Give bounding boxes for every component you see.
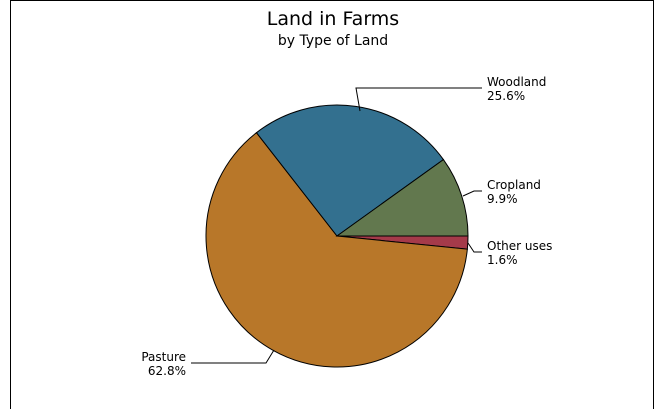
pie-slice-woodland [255,104,445,237]
pie-slice-cropland [335,158,469,237]
slice-percent-cropland: 9.9% [487,192,518,206]
slice-percent-other-uses: 1.6% [487,253,518,267]
chart-frame [10,0,654,409]
leader-line-other-uses [467,242,482,253]
slice-label-other-uses: Other uses [487,239,552,253]
leader-line-woodland [355,87,482,112]
leader-line-cropland [462,190,482,197]
slice-label-pasture: Pasture [141,350,186,364]
chart-title: Land in Farms [266,8,400,30]
leader-line-pasture [191,349,275,364]
slice-label-cropland: Cropland [487,178,541,192]
slice-percent-pasture: 62.8% [148,364,186,378]
slice-label-woodland: Woodland [487,75,546,89]
chart-subtitle: by Type of Land [277,33,389,49]
slice-percent-woodland: 25.6% [487,89,525,103]
